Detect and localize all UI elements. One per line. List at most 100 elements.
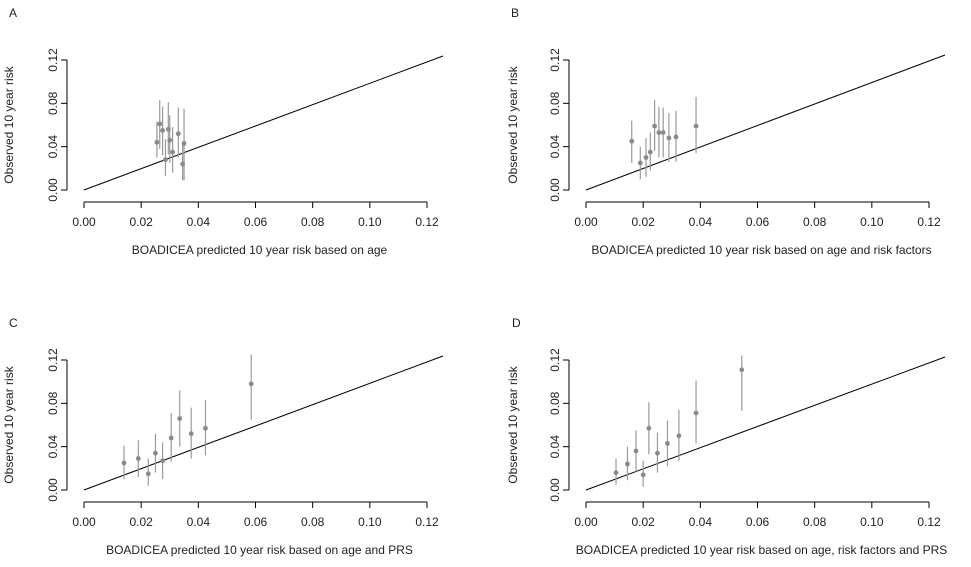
data-point <box>167 137 173 143</box>
data-point <box>153 450 158 456</box>
data-point <box>168 435 174 441</box>
x-tick-label: 0.00 <box>72 215 96 229</box>
data-point <box>640 472 646 478</box>
data-point <box>676 433 682 439</box>
y-tick-label: 0.04 <box>46 135 60 159</box>
data-point <box>613 470 619 476</box>
panel-a: A 0.00 0.02 0.04 0.06 0.08 0.10 0.12 0.00 0.04 0.… <box>0 0 485 283</box>
panel-label: B <box>511 6 520 20</box>
data-point <box>181 141 187 146</box>
data-point <box>647 149 653 155</box>
calibration-plot: 0.00 0.02 0.04 0.06 0.08 0.10 0.12 0.00 0.04 0.08… <box>2 48 444 257</box>
data-point <box>673 134 679 140</box>
x-tick-label: 0.02 <box>129 215 153 229</box>
x-axis-label: BOADICEA predicted 10 year risk based on… <box>591 243 931 257</box>
y-tick-label: 0.04 <box>46 435 60 459</box>
data-point <box>188 431 194 437</box>
x-tick-label: 0.04 <box>187 515 211 529</box>
data-point <box>203 425 208 431</box>
x-tick-label: 0.00 <box>574 515 598 529</box>
reference-line <box>585 356 946 491</box>
data-point <box>625 461 630 467</box>
y-tick-label: 0.04 <box>548 135 562 159</box>
data-point <box>693 410 699 416</box>
data-point <box>177 416 183 421</box>
data-point <box>170 149 176 155</box>
x-tick-label: 0.12 <box>415 515 439 529</box>
data-point <box>739 367 745 373</box>
x-tick-label: 0.06 <box>244 515 268 529</box>
x-axis-label: BOADICEA predicted 10 year risk based on… <box>132 243 388 257</box>
x-axis-label: BOADICEA predicted 10 year risk based on… <box>576 543 948 557</box>
y-tick-label: 0.12 <box>548 48 562 72</box>
y-tick-label: 0.00 <box>548 478 562 502</box>
reference-line <box>83 355 444 491</box>
data-point <box>633 448 639 454</box>
data-point <box>643 155 649 160</box>
y-tick-label: 0.12 <box>46 348 60 372</box>
x-tick-label: 0.00 <box>72 515 96 529</box>
x-tick-label: 0.10 <box>358 515 382 529</box>
data-point <box>121 460 127 466</box>
calibration-plot: 0.00 0.02 0.04 0.06 0.08 0.10 0.12 0.00 0.04 0.08… <box>2 348 444 557</box>
data-point <box>693 123 699 129</box>
x-tick-label: 0.02 <box>631 215 655 229</box>
x-axis-label: BOADICEA predicted 10 year risk based on… <box>106 543 413 557</box>
y-tick-label: 0.00 <box>46 478 60 502</box>
x-tick-label: 0.02 <box>631 515 655 529</box>
data-point <box>165 126 171 132</box>
y-axis-label: Observed 10 year risk <box>506 365 520 483</box>
data-point <box>656 130 662 135</box>
data-point <box>660 130 666 135</box>
reference-line <box>83 55 444 191</box>
panel-label: C <box>9 316 18 330</box>
y-tick-label: 0.12 <box>548 348 562 372</box>
data-point <box>154 139 160 145</box>
data-point <box>637 160 643 166</box>
x-tick-label: 0.04 <box>187 215 211 229</box>
x-tick-label: 0.08 <box>803 215 827 229</box>
x-tick-label: 0.12 <box>917 215 941 229</box>
panel-c: C 0.00 0.02 0.04 0.06 0.08 0.10 0.12 0.00 0.04 0.… <box>0 284 485 567</box>
y-tick-label: 0.00 <box>548 178 562 202</box>
y-tick-label: 0.04 <box>548 435 562 459</box>
x-tick-label: 0.10 <box>860 215 884 229</box>
y-tick-label: 0.08 <box>46 391 60 415</box>
y-tick-label: 0.00 <box>46 178 60 202</box>
x-tick-label: 0.10 <box>358 215 382 229</box>
x-tick-label: 0.06 <box>746 515 770 529</box>
data-point <box>160 128 166 133</box>
data-point <box>248 381 254 387</box>
x-tick-label: 0.12 <box>415 215 439 229</box>
data-point <box>157 121 163 127</box>
panel-b: B 0.00 0.02 0.04 0.06 0.08 0.10 0.12 0.00 0.04 0.… <box>486 0 971 283</box>
x-tick-label: 0.04 <box>689 515 713 529</box>
x-tick-label: 0.08 <box>301 215 325 229</box>
data-point <box>655 450 660 456</box>
data-point <box>163 157 168 163</box>
x-tick-label: 0.04 <box>689 215 713 229</box>
data-point <box>145 471 151 477</box>
x-tick-label: 0.08 <box>301 515 325 529</box>
data-point <box>666 135 672 141</box>
x-tick-label: 0.08 <box>803 515 827 529</box>
data-point <box>629 138 635 144</box>
y-tick-label: 0.08 <box>548 391 562 415</box>
y-tick-label: 0.12 <box>46 48 60 72</box>
data-point <box>175 131 181 137</box>
data-point <box>180 161 186 167</box>
data-point <box>135 456 141 461</box>
y-tick-label: 0.08 <box>46 91 60 115</box>
y-axis-label: Observed 10 year risk <box>2 365 16 483</box>
panel-label: D <box>512 316 521 330</box>
y-tick-label: 0.08 <box>548 91 562 115</box>
x-tick-label: 0.02 <box>129 515 153 529</box>
data-point <box>160 458 166 464</box>
y-axis-label: Observed 10 year risk <box>2 65 16 183</box>
panel-d: D 0.00 0.02 0.04 0.06 0.08 0.10 0.12 0.00 0.04 0.… <box>486 284 971 567</box>
x-tick-label: 0.00 <box>574 215 598 229</box>
x-tick-label: 0.06 <box>244 215 268 229</box>
x-tick-label: 0.10 <box>860 515 884 529</box>
data-point <box>646 425 652 431</box>
calibration-plot: 0.00 0.02 0.04 0.06 0.08 0.10 0.12 0.00 0.04 0.08… <box>506 348 948 557</box>
